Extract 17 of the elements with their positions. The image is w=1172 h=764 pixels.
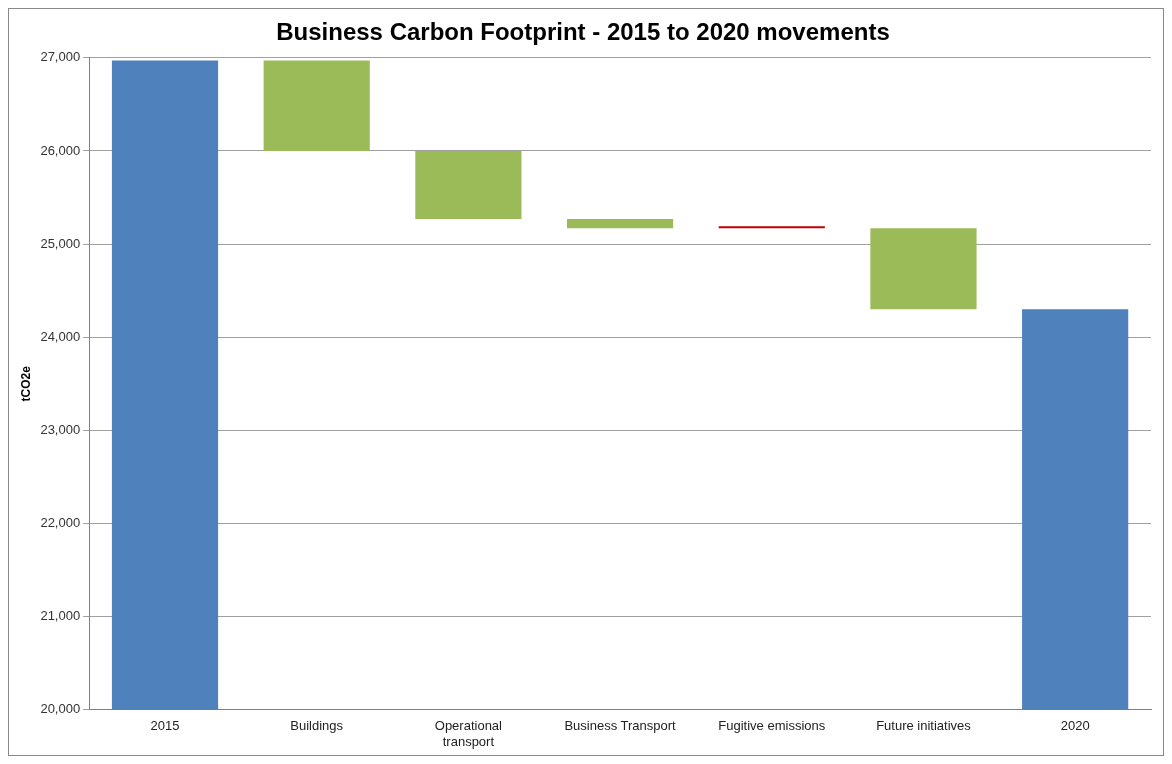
y-tick-label: 27,000	[40, 49, 81, 65]
x-tick-label: Future initiatives	[876, 718, 972, 734]
y-tick-label: 24,000	[40, 328, 81, 344]
y-tick-label: 22,000	[40, 515, 81, 531]
x-tick-label: Buildings	[290, 718, 344, 734]
y-axis-title: tCO2e	[18, 365, 33, 402]
y-tick-label: 26,000	[40, 142, 81, 158]
x-tick-label: 2020	[1060, 718, 1090, 734]
y-tick-label: 20,000	[40, 701, 81, 717]
x-tick-label: 2015	[150, 718, 180, 734]
x-tick-label: Business Transport	[564, 718, 677, 734]
x-tick-label: Operational transport	[434, 718, 503, 749]
y-tick-label: 25,000	[40, 235, 81, 251]
chart-title: Business Carbon Footprint - 2015 to 2020 movements	[276, 18, 890, 46]
y-tick-label: 21,000	[40, 608, 81, 624]
y-tick-label: 23,000	[40, 421, 81, 437]
x-tick-label: Fugitive emissions	[718, 718, 826, 734]
